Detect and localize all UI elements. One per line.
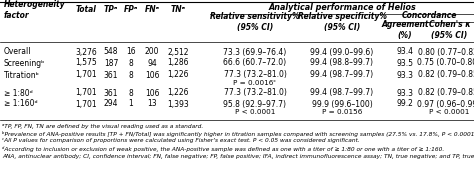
Text: 1,393: 1,393 [167,100,189,108]
Text: P = 0.0156: P = 0.0156 [322,109,362,115]
Text: 1,226: 1,226 [167,70,189,80]
Text: Titrationᵇ: Titrationᵇ [4,70,40,80]
Text: 1: 1 [128,100,133,108]
Text: TPᵃ: TPᵃ [104,5,118,15]
Text: 99.4 (99.0–99.6): 99.4 (99.0–99.6) [310,48,374,56]
Text: 8: 8 [128,58,133,68]
Text: P = 0.0016ᶜ: P = 0.0016ᶜ [234,80,276,86]
Text: 99.4 (98.8–99.7): 99.4 (98.8–99.7) [310,58,374,68]
Text: 3,276: 3,276 [75,48,97,56]
Text: 99.4 (98.7–99.7): 99.4 (98.7–99.7) [310,70,374,80]
Text: 2,512: 2,512 [167,48,189,56]
Text: ᶜAll P values for comparison of proportions were calculated using Fisher’s exact: ᶜAll P values for comparison of proporti… [2,138,360,143]
Text: 99.9 (99.6–100): 99.9 (99.6–100) [311,100,373,108]
Text: 13: 13 [147,100,157,108]
Text: 106: 106 [145,70,159,80]
Text: 1,701: 1,701 [75,70,97,80]
Text: 0.75 (0.70–0.80): 0.75 (0.70–0.80) [418,58,474,68]
Text: 200: 200 [145,48,159,56]
Text: 77.3 (73.2–81.0): 77.3 (73.2–81.0) [224,70,286,80]
Text: 73.3 (69.9–76.4): 73.3 (69.9–76.4) [223,48,287,56]
Text: Relative sensitivity%
(95% CI): Relative sensitivity% (95% CI) [210,12,300,32]
Text: 93.4: 93.4 [396,48,413,56]
Text: 361: 361 [104,70,118,80]
Text: 0.82 (0.79–0.85): 0.82 (0.79–0.85) [418,70,474,80]
Text: 8: 8 [128,88,133,98]
Text: Analytical performance of Helios: Analytical performance of Helios [268,3,416,13]
Text: 99.2: 99.2 [397,100,413,108]
Text: 548: 548 [104,48,118,56]
Text: 16: 16 [126,48,136,56]
Text: 106: 106 [145,88,159,98]
Text: 77.3 (73.2–81.0): 77.3 (73.2–81.0) [224,88,286,98]
Text: FPᵃ: FPᵃ [124,5,138,15]
Text: 1,701: 1,701 [75,100,97,108]
Text: ᵈAccording to inclusion or exclusion of weak positive, the ANA-positive sample w: ᵈAccording to inclusion or exclusion of … [2,146,444,152]
Text: 1,575: 1,575 [75,58,97,68]
Text: Overall: Overall [4,48,31,56]
Text: ANA, antinuclear antibody; CI, confidence interval; FN, false negative; FP, fals: ANA, antinuclear antibody; CI, confidenc… [2,154,474,159]
Text: 95.8 (92.9–97.7): 95.8 (92.9–97.7) [224,100,286,108]
Text: ᵃTP, FP, FN, TN are defined by the visual reading used as a standard.: ᵃTP, FP, FN, TN are defined by the visua… [2,124,203,129]
Text: 1,226: 1,226 [167,88,189,98]
Text: 93.3: 93.3 [396,88,413,98]
Text: 99.4 (98.7–99.7): 99.4 (98.7–99.7) [310,88,374,98]
Text: 93.3: 93.3 [396,70,413,80]
Text: 8: 8 [128,70,133,80]
Text: 0.80 (0.77–0.82): 0.80 (0.77–0.82) [418,48,474,56]
Text: 0.82 (0.79–0.85): 0.82 (0.79–0.85) [418,88,474,98]
Text: Screeningᵇ: Screeningᵇ [4,58,46,68]
Text: 187: 187 [104,58,118,68]
Text: 0.97 (0.96–0.99): 0.97 (0.96–0.99) [418,100,474,108]
Text: 361: 361 [104,88,118,98]
Text: 94: 94 [147,58,157,68]
Text: 66.6 (60.7–72.0): 66.6 (60.7–72.0) [223,58,287,68]
Text: 294: 294 [104,100,118,108]
Text: ≥ 1:160ᵈ: ≥ 1:160ᵈ [4,100,37,108]
Text: Concordance: Concordance [402,11,457,21]
Text: Total: Total [75,5,96,15]
Text: ≥ 1:80ᵈ: ≥ 1:80ᵈ [4,88,33,98]
Text: Agreement
(%): Agreement (%) [381,20,429,40]
Text: P < 0.0001: P < 0.0001 [235,109,275,115]
Text: TNᵃ: TNᵃ [171,5,185,15]
Text: ᵇPrevalence of ANA-positive results [TP + FN/Total] was significantly higher in : ᵇPrevalence of ANA-positive results [TP … [2,131,474,137]
Text: 1,286: 1,286 [167,58,189,68]
Text: FNᵃ: FNᵃ [145,5,160,15]
Text: 93.5: 93.5 [396,58,413,68]
Text: 1,701: 1,701 [75,88,97,98]
Text: Cohen's κ
(95% CI): Cohen's κ (95% CI) [428,20,470,40]
Text: Heterogeneity
factor: Heterogeneity factor [4,0,65,20]
Text: P < 0.0001: P < 0.0001 [429,109,469,115]
Text: Relative specificity%
(95% CI): Relative specificity% (95% CI) [298,12,387,32]
